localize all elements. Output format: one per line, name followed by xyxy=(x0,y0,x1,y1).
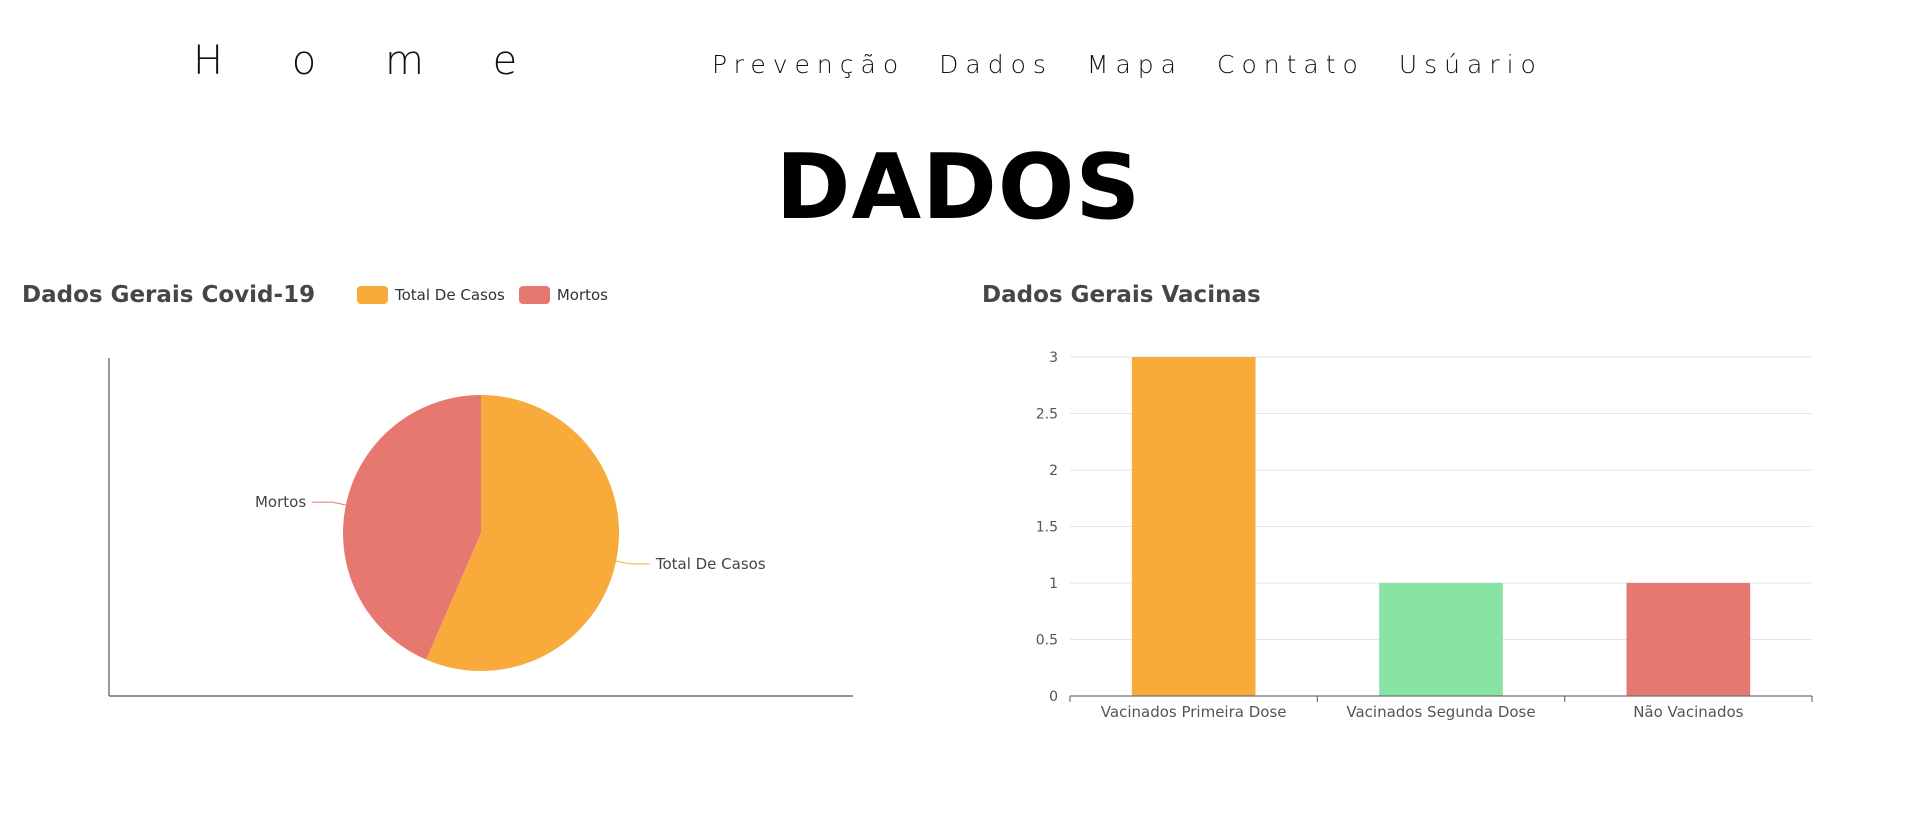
nav-link-prevencao[interactable]: Prevenção xyxy=(712,50,906,79)
bar-y-tick-label: 1 xyxy=(1049,576,1058,592)
page-title: DADOS xyxy=(775,135,1142,240)
bar-nao-vacinados[interactable] xyxy=(1626,583,1751,696)
vacinas-chart-title: Dados Gerais Vacinas xyxy=(982,282,1261,308)
pie-label-total-de-casos: Total De Casos xyxy=(655,555,766,573)
legend-label-mortos: Mortos xyxy=(556,286,608,304)
covid-pie-chart: Total De Casos Mortos xyxy=(108,358,853,697)
legend-swatch-mortos xyxy=(518,286,550,304)
nav-link-mapa[interactable]: Mapa xyxy=(1086,50,1183,79)
bar-x-label-nao-vacinados: Não Vacinados xyxy=(1633,703,1743,721)
legend-item-mortos[interactable]: Mortos xyxy=(518,286,608,304)
pie-leader-total-de-casos xyxy=(616,560,650,565)
bar-vacinados-segunda-dose[interactable] xyxy=(1379,583,1503,696)
nav-link-dados[interactable]: Dados xyxy=(939,50,1053,79)
bar-x-label-vacinados-primeira-dose: Vacinados Primeira Dose xyxy=(1101,703,1287,721)
home-link[interactable]: H o m e xyxy=(193,38,546,84)
bar-y-tick-label: 2 xyxy=(1049,463,1058,479)
pie-slice-mortos[interactable] xyxy=(343,395,481,660)
covid-chart-legend: Total De Casos Mortos xyxy=(357,286,608,304)
legend-swatch-total-casos xyxy=(357,286,388,304)
nav-link-usuario[interactable]: Usúario xyxy=(1398,50,1543,79)
nav-link-contato[interactable]: Contato xyxy=(1217,50,1365,79)
pie-leader-mortos xyxy=(312,501,346,506)
bar-y-tick-label: 0 xyxy=(1049,689,1058,705)
bar-y-tick-label: 0.5 xyxy=(1036,633,1058,649)
bar-y-tick-label: 2.5 xyxy=(1036,407,1058,423)
main-nav: Prevenção Dados Mapa Contato Usúario xyxy=(712,50,1543,79)
bar-x-label-vacinados-segunda-dose: Vacinados Segunda Dose xyxy=(1346,703,1535,721)
legend-label-total-casos: Total De Casos xyxy=(395,286,505,304)
legend-item-total-casos[interactable]: Total De Casos xyxy=(357,286,505,304)
bar-vacinados-primeira-dose[interactable] xyxy=(1131,357,1256,696)
bar-y-tick-label: 1.5 xyxy=(1036,520,1058,536)
pie-label-mortos: Mortos xyxy=(255,493,306,511)
pie-slice-total-de-casos[interactable] xyxy=(426,395,619,671)
bar-y-tick-label: 3 xyxy=(1049,350,1058,366)
covid-chart-title: Dados Gerais Covid-19 xyxy=(22,282,316,308)
